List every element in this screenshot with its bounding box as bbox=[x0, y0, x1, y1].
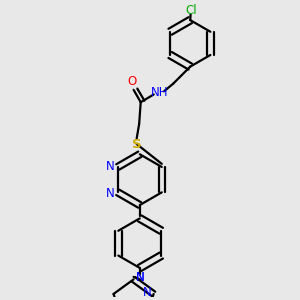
Text: S: S bbox=[132, 137, 142, 151]
Text: N: N bbox=[142, 286, 151, 299]
Text: NH: NH bbox=[151, 86, 168, 99]
Text: N: N bbox=[136, 271, 145, 284]
Text: N: N bbox=[135, 271, 144, 284]
Text: N: N bbox=[106, 187, 114, 200]
Text: Cl: Cl bbox=[185, 4, 197, 17]
Text: N: N bbox=[106, 160, 114, 172]
Text: O: O bbox=[128, 75, 137, 88]
